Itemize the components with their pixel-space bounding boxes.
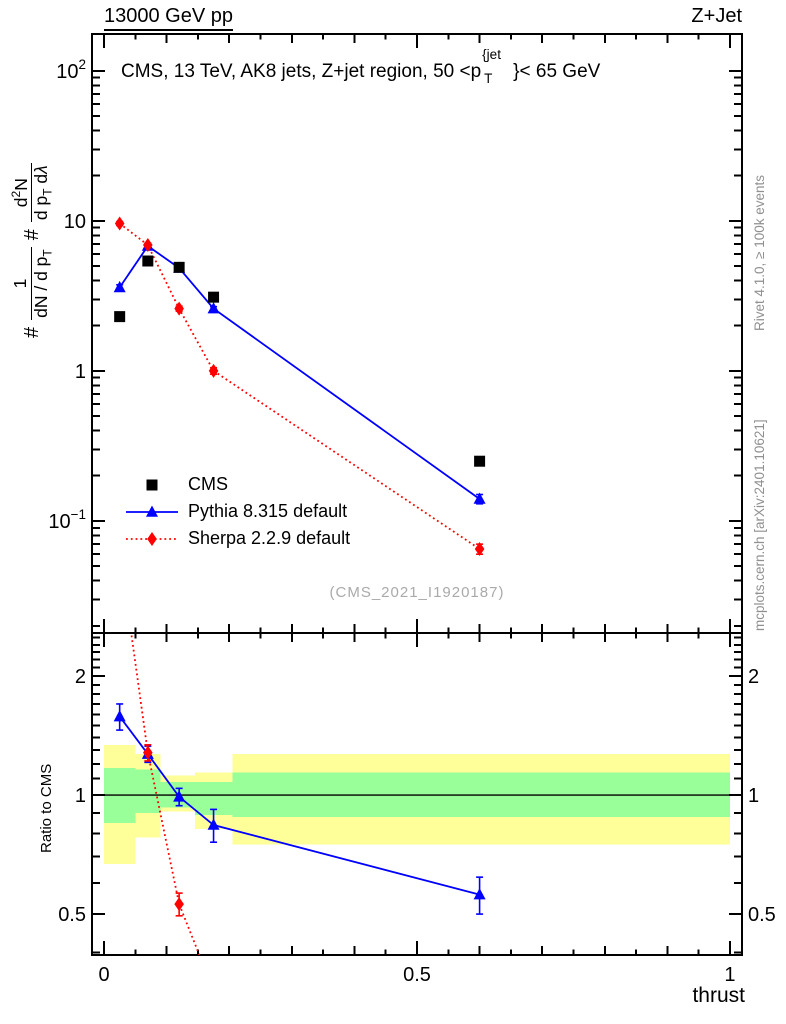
ylab-hash-1: # <box>21 326 44 338</box>
uncertainty-bands <box>104 744 730 864</box>
sherpa-series <box>114 216 485 556</box>
svg-text:2: 2 <box>75 666 86 688</box>
pythia-ratio-point <box>173 790 186 802</box>
sherpa-marker-icon <box>126 531 178 547</box>
sherpa-ratio-point <box>174 897 184 912</box>
svg-text:1: 1 <box>75 361 86 383</box>
ylab-frac-1: 1 dN / d pT <box>9 247 55 320</box>
svg-text:10: 10 <box>64 211 86 233</box>
x-axis-label: thrust <box>692 984 745 1007</box>
sherpa-series-point <box>174 301 184 316</box>
axis-ticks <box>92 34 742 955</box>
ylab-hash-2: # <box>21 229 44 241</box>
svg-text:1: 1 <box>724 964 735 986</box>
svg-text:0.5: 0.5 <box>58 904 86 926</box>
pt-sup: {jet <box>482 47 501 62</box>
legend-item-cms: CMS <box>126 471 350 498</box>
cms-series <box>114 255 486 467</box>
cms-series-point <box>208 291 220 303</box>
sherpa-ratio-point <box>209 984 219 998</box>
pythia-series-point <box>473 492 486 504</box>
pythia-ratio-point <box>113 710 126 722</box>
mcplots-arxiv-note: mcplots.cern.ch [arXiv:2401.10621] <box>752 419 767 631</box>
svg-text:10−1: 10−1 <box>48 507 86 533</box>
cms-series-point <box>474 455 486 467</box>
pythia-ratio-point <box>473 888 486 900</box>
svg-text:2: 2 <box>748 666 759 688</box>
main-y-axis-label: # 1 dN / d pT # d2N d pT dλ <box>9 163 56 338</box>
process-header: Z+Jet <box>691 5 742 27</box>
cms-series-point <box>114 311 126 323</box>
pythia-series <box>113 239 486 505</box>
panel-title-text: CMS, 13 TeV, AK8 jets, Z+jet region, 50 … <box>121 61 482 82</box>
legend-item-sherpa: Sherpa 2.2.9 default <box>126 525 350 552</box>
pt-superscript-stack: {jet T <box>481 47 513 86</box>
sherpa-series-point <box>208 363 219 378</box>
legend-item-pythia: Pythia 8.315 default <box>126 498 350 525</box>
cms-series-point <box>173 261 185 273</box>
pythia-marker-icon <box>126 504 178 520</box>
pythia-series-line <box>118 244 481 500</box>
svg-text:1: 1 <box>75 785 86 807</box>
svg-text:1: 1 <box>748 785 759 807</box>
panel-title: CMS, 13 TeV, AK8 jets, Z+jet region, 50 … <box>121 47 601 86</box>
svg-text:0.5: 0.5 <box>403 964 431 986</box>
rivet-version-note: Rivet 4.1.0, ≥ 100k events <box>752 175 767 331</box>
sherpa-ratio-point <box>143 745 153 760</box>
sherpa-ratio-point <box>115 543 125 557</box>
pythia-ratio-point <box>207 818 220 830</box>
sherpa-series-point <box>143 238 153 253</box>
pythia-series-point <box>113 280 126 293</box>
pythia-series-point <box>207 302 220 314</box>
pt-sub: T <box>484 71 493 86</box>
cms-marker-icon <box>126 477 178 493</box>
watermark: (CMS_2021_I1920187) <box>329 584 505 601</box>
band-green <box>135 769 161 814</box>
ratio-y-axis-label: Ratio to CMS <box>38 763 55 853</box>
sherpa-ratio-point <box>475 1019 485 1024</box>
svg-text:0: 0 <box>98 964 109 986</box>
ylab-frac-2: d2N d pT dλ <box>9 163 56 223</box>
sherpa-series-point <box>474 541 485 556</box>
panel-title-tail: }< 65 GeV <box>513 61 601 82</box>
beam-energy-header: 13000 GeV pp <box>104 4 233 31</box>
svg-text:0.5: 0.5 <box>748 904 776 926</box>
svg-text:102: 102 <box>56 57 86 83</box>
cms-series-point <box>142 255 154 267</box>
sherpa-series-point <box>114 216 125 231</box>
legend: CMS Pythia 8.315 default Sherpa 2.2.9 de… <box>126 471 350 552</box>
sherpa-ratio <box>115 543 485 1024</box>
